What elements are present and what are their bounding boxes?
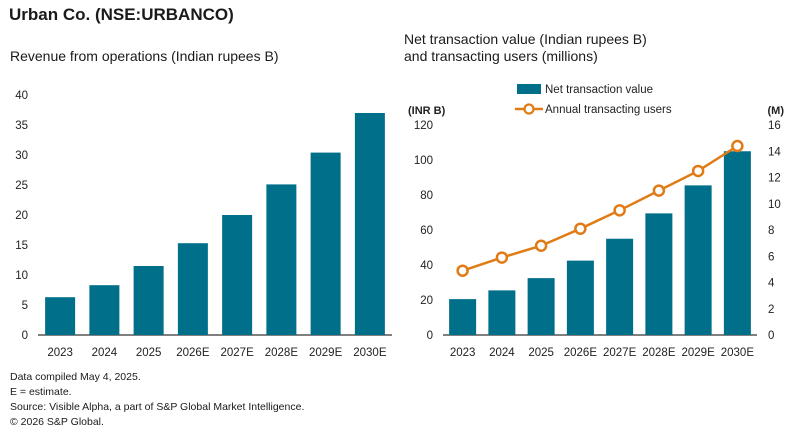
- footer-note-estimate: E = estimate.: [10, 386, 72, 398]
- right-right-y-tick-label: 16: [768, 120, 781, 132]
- right-right-y-tick-label: 10: [768, 199, 781, 211]
- left-bar-2024: [89, 285, 120, 335]
- right-x-tick-label: 2029E: [681, 347, 715, 359]
- right-right-y-tick-label: 6: [768, 251, 774, 263]
- right-left-y-tick-label: 120: [414, 120, 433, 132]
- right-bar-2025: [527, 278, 555, 335]
- left-x-tick-label: 2024: [92, 347, 118, 359]
- right-right-y-tick-label: 8: [768, 225, 774, 237]
- left-y-tick-label: 0: [22, 330, 28, 342]
- right-left-axis-label: (INR B): [408, 105, 446, 117]
- right-x-tick-label: 2028E: [642, 347, 676, 359]
- right-bar-2023: [449, 299, 477, 335]
- right-x-tick-label: 2027E: [603, 347, 637, 359]
- footer-note-date: Data compiled May 4, 2025.: [10, 371, 141, 383]
- left-y-tick-label: 30: [15, 150, 28, 162]
- left-bar-2027e: [222, 215, 253, 335]
- right-chart-title: Net transaction value (Indian rupees B) …: [404, 31, 647, 65]
- left-y-tick-label: 5: [22, 300, 28, 312]
- left-bar-2030e: [354, 113, 385, 335]
- right-left-y-tick-label: 40: [420, 260, 433, 272]
- left-bar-2026e: [177, 243, 208, 335]
- right-right-y-tick-label: 0: [768, 330, 774, 342]
- left-y-tick-label: 40: [15, 90, 28, 102]
- footer-note-copyright: © 2026 S&P Global.: [10, 416, 104, 428]
- users-point-2026e: [574, 222, 587, 235]
- users-point-2030e: [731, 139, 744, 153]
- left-y-tick-label: 10: [15, 270, 28, 282]
- right-left-y-tick-label: 0: [427, 330, 433, 342]
- right-x-tick-label: 2024: [489, 347, 515, 359]
- right-legend: Net transaction value Annual transacting …: [515, 84, 672, 116]
- legend-line-label: Annual transacting users: [545, 104, 672, 116]
- right-right-y-tick-label: 2: [768, 304, 774, 316]
- left-x-tick-label: 2027E: [220, 347, 254, 359]
- page-title: Urban Co. (NSE:URBANCO): [9, 5, 234, 24]
- left-y-tick-label: 20: [15, 210, 28, 222]
- left-x-tick-label: 2026E: [176, 347, 210, 359]
- right-bar-2024: [488, 290, 516, 335]
- right-left-y-tick-label: 100: [414, 155, 433, 167]
- left-x-tick-label: 2025: [136, 347, 162, 359]
- legend-line-marker: [523, 103, 535, 115]
- left-x-tick-label: 2023: [47, 347, 73, 359]
- right-x-tick-label: 2023: [450, 347, 476, 359]
- users-point-2023: [456, 264, 469, 277]
- right-bar-2029e: [684, 185, 712, 335]
- right-left-y-tick-label: 80: [420, 190, 433, 202]
- footer-notes: Data compiled May 4, 2025. E = estimate.…: [10, 370, 304, 430]
- footer-note-source: Source: Visible Alpha, a part of S&P Glo…: [10, 401, 305, 413]
- left-chart-title: Revenue from operations (Indian rupees B…: [10, 48, 279, 64]
- users-point-2024: [495, 251, 509, 264]
- right-x-tick-label: 2030E: [721, 347, 755, 359]
- right-bar-2028e: [645, 213, 673, 335]
- right-bar-2026e: [566, 260, 594, 335]
- right-left-y-tick-label: 60: [420, 225, 433, 237]
- users-point-2029e: [691, 164, 705, 178]
- left-y-tick-label: 25: [15, 180, 28, 192]
- right-right-axis-label: (M): [768, 105, 785, 117]
- users-point-2027e: [613, 204, 626, 217]
- left-bar-2023: [45, 297, 76, 335]
- users-point-2028e: [652, 184, 666, 197]
- right-chart-title-line-2: and transacting users (millions): [404, 48, 598, 64]
- left-bar-2028e: [266, 184, 297, 335]
- right-x-tick-label: 2026E: [564, 347, 598, 359]
- left-x-tick-label: 2028E: [265, 347, 299, 359]
- right-right-y-tick-label: 14: [768, 146, 781, 158]
- left-bar-2025: [133, 266, 164, 335]
- right-bar-2030e: [723, 151, 751, 335]
- right-chart-title-line-1: Net transaction value (Indian rupees B): [404, 31, 647, 47]
- left-y-tick-label: 15: [15, 240, 28, 252]
- right-x-tick-label: 2025: [528, 347, 554, 359]
- users-line: [462, 144, 739, 272]
- right-right-y-tick-label: 12: [768, 173, 781, 185]
- right-bar-2027e: [606, 238, 634, 335]
- left-x-tick-label: 2030E: [353, 347, 387, 359]
- users-point-2025: [534, 239, 548, 252]
- legend-bar-swatch: [517, 84, 541, 94]
- left-x-tick-label: 2029E: [309, 347, 343, 359]
- right-right-y-tick-label: 4: [768, 278, 775, 290]
- legend-bar-label: Net transaction value: [545, 84, 653, 96]
- left-bar-2029e: [310, 152, 341, 335]
- right-chart: (INR B) (M) 0 20 40 60 80 100 120 0 2 4 6 8 10 12 14 16 20…: [408, 84, 784, 359]
- left-y-tick-label: 35: [15, 120, 28, 132]
- right-left-y-tick-label: 20: [420, 295, 433, 307]
